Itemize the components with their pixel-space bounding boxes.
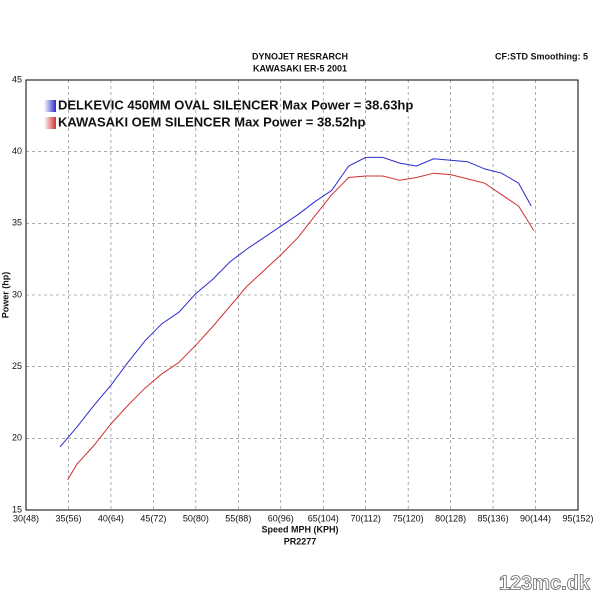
x-tick-label: 80(128) bbox=[435, 513, 466, 523]
x-axis-label-2: PR2277 bbox=[284, 536, 317, 546]
chart-subtitle: KAWASAKI ER-5 2001 bbox=[253, 63, 347, 73]
x-tick-label: 35(56) bbox=[55, 513, 81, 523]
x-tick-label: 75(120) bbox=[393, 513, 424, 523]
plot-frame bbox=[25, 79, 579, 511]
chart-title: DYNOJET RESRARCH bbox=[252, 51, 348, 61]
x-tick-label: 70(112) bbox=[351, 513, 381, 523]
y-axis-label: Power (hp) bbox=[0, 272, 10, 319]
x-tick-label: 95(152) bbox=[562, 513, 593, 523]
y-tick-label: 35 bbox=[12, 218, 22, 228]
legend-label: KAWASAKI OEM SILENCER Max Power = 38.52h… bbox=[58, 114, 365, 129]
x-tick-label: 45(72) bbox=[140, 513, 166, 523]
series-line bbox=[67, 172, 535, 481]
y-tick-label: 30 bbox=[12, 289, 22, 299]
x-tick-label: 65(104) bbox=[308, 513, 339, 523]
x-tick-label: 30(48) bbox=[13, 513, 39, 523]
x-tick-label: 90(144) bbox=[520, 513, 551, 523]
legend-label: DELKEVIC 450MM OVAL SILENCER Max Power =… bbox=[58, 97, 413, 112]
x-tick-label: 85(136) bbox=[478, 513, 509, 523]
watermark: 123mc.dk bbox=[499, 572, 591, 594]
y-tick-label: 15 bbox=[12, 504, 22, 514]
y-tick-label: 25 bbox=[12, 361, 22, 371]
x-tick-label: 60(96) bbox=[268, 513, 294, 523]
x-tick-label: 50(80) bbox=[183, 513, 209, 523]
y-tick-label: 20 bbox=[12, 433, 22, 443]
legend-swatch bbox=[44, 100, 56, 112]
x-axis-label: Speed MPH (KPH) bbox=[261, 524, 338, 534]
y-tick-label: 40 bbox=[12, 146, 22, 156]
y-tick-label: 45 bbox=[12, 74, 22, 84]
x-tick-label: 55(88) bbox=[225, 513, 251, 523]
annotation: CF:STD Smoothing: 5 bbox=[495, 51, 588, 61]
x-tick-label: 40(64) bbox=[98, 513, 124, 523]
legend-swatch bbox=[44, 117, 56, 129]
series-line bbox=[59, 156, 532, 448]
